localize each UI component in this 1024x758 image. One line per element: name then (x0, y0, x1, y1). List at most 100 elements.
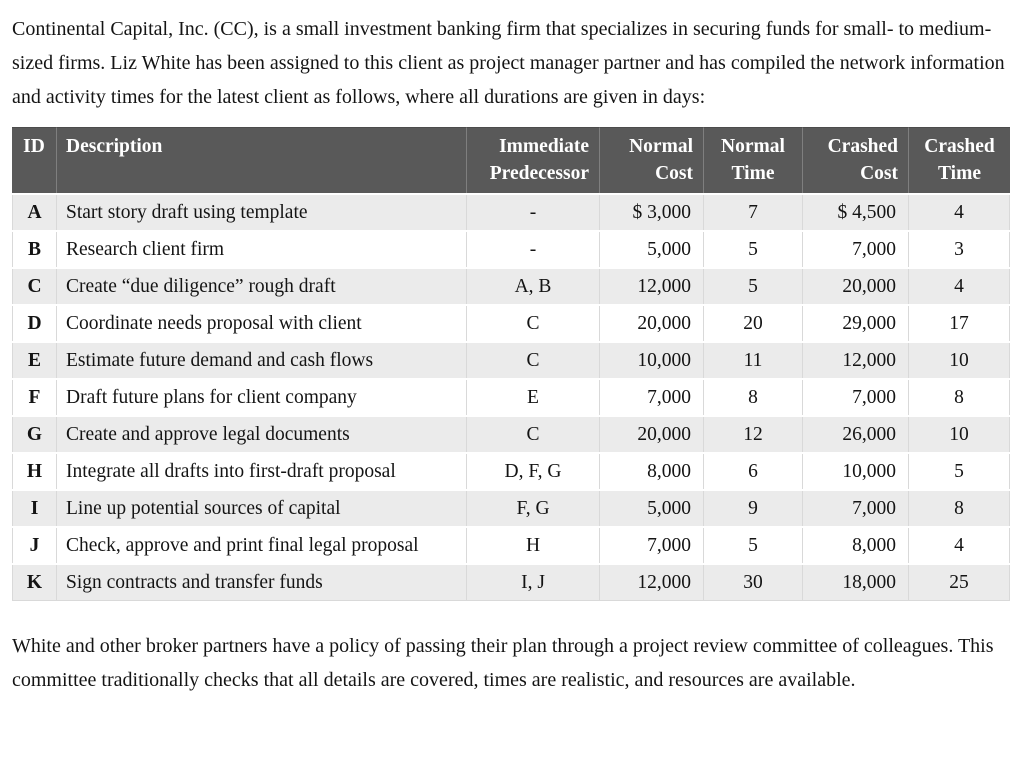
cell-crashed_cost: 7,000 (803, 380, 909, 415)
cell-normal_cost: 7,000 (600, 528, 704, 563)
cell-description: Sign contracts and transfer funds (57, 565, 467, 601)
cell-crashed_cost: 12,000 (803, 343, 909, 378)
cell-crashed_cost: 29,000 (803, 306, 909, 341)
cell-crashed_time: 8 (909, 380, 1010, 415)
cell-id: A (12, 195, 57, 230)
document-page: Continental Capital, Inc. (CC), is a sma… (12, 18, 1010, 691)
cell-normal_cost: 5,000 (600, 491, 704, 526)
cell-normal_cost: 7,000 (600, 380, 704, 415)
cell-crashed_time: 3 (909, 232, 1010, 267)
cell-id: H (12, 454, 57, 489)
cell-normal_cost: 5,000 (600, 232, 704, 267)
activity-table: ID Description Immediate Predecessor Nor… (12, 125, 1010, 603)
cell-normal_time: 5 (704, 232, 803, 267)
cell-crashed_time: 4 (909, 528, 1010, 563)
cell-normal_time: 8 (704, 380, 803, 415)
column-header-id: ID (12, 127, 57, 193)
cell-crashed_time: 17 (909, 306, 1010, 341)
cell-id: E (12, 343, 57, 378)
cell-normal_time: 5 (704, 528, 803, 563)
column-header-crashed-cost: Crashed Cost (803, 127, 909, 193)
closing-paragraph: White and other broker partners have a p… (12, 635, 994, 691)
cell-description: Draft future plans for client company (57, 380, 467, 415)
cell-normal_cost: 12,000 (600, 269, 704, 304)
header-row: ID Description Immediate Predecessor Nor… (12, 127, 1010, 193)
column-header-predecessor: Immediate Predecessor (467, 127, 600, 193)
cell-normal_cost: 8,000 (600, 454, 704, 489)
cell-crashed_cost: 18,000 (803, 565, 909, 601)
cell-id: F (12, 380, 57, 415)
table-row: B Research client firm -5,000 5 7,000 3 (12, 232, 1010, 267)
cell-predecessor: C (467, 417, 600, 452)
cell-description: Estimate future demand and cash flows (57, 343, 467, 378)
cell-predecessor: C (467, 343, 600, 378)
cell-predecessor: - (467, 232, 600, 267)
cell-description: Create and approve legal documents (57, 417, 467, 452)
cell-id: C (12, 269, 57, 304)
cell-predecessor: C (467, 306, 600, 341)
cell-predecessor: A, B (467, 269, 600, 304)
column-header-crashed-time: Crashed Time (909, 127, 1010, 193)
cell-crashed_cost: 7,000 (803, 491, 909, 526)
cell-crashed_cost: $ 4,500 (803, 195, 909, 230)
cell-normal_time: 30 (704, 565, 803, 601)
cell-normal_time: 9 (704, 491, 803, 526)
cell-predecessor: F, G (467, 491, 600, 526)
table-row: G Create and approve legal documents C 20,0… (12, 417, 1010, 452)
table-row: D Coordinate needs proposal with client C 2… (12, 306, 1010, 341)
cell-crashed_time: 10 (909, 343, 1010, 378)
cell-normal_time: 11 (704, 343, 803, 378)
cell-crashed_cost: 10,000 (803, 454, 909, 489)
cell-predecessor: D, F, G (467, 454, 600, 489)
table-row: E Estimate future demand and cash flows C 1… (12, 343, 1010, 378)
activity-table-body: A Start story draft using template - $ 3,00… (12, 195, 1010, 601)
cell-id: B (12, 232, 57, 267)
cell-normal_cost: $ 3,000 (600, 195, 704, 230)
cell-description: Create “due diligence” rough draft (57, 269, 467, 304)
cell-description: Line up potential sources of capital (57, 491, 467, 526)
table-row: F Draft future plans for client company E 7… (12, 380, 1010, 415)
cell-description: Coordinate needs proposal with client (57, 306, 467, 341)
cell-normal_cost: 20,000 (600, 306, 704, 341)
cell-crashed_time: 5 (909, 454, 1010, 489)
cell-id: J (12, 528, 57, 563)
cell-id: D (12, 306, 57, 341)
cell-description: Start story draft using template (57, 195, 467, 230)
cell-predecessor: - (467, 195, 600, 230)
cell-id: K (12, 565, 57, 601)
cell-predecessor: E (467, 380, 600, 415)
cell-id: G (12, 417, 57, 452)
cell-normal_time: 6 (704, 454, 803, 489)
intro-paragraph: Continental Capital, Inc. (CC), is a sma… (12, 18, 1005, 108)
cell-crashed_time: 8 (909, 491, 1010, 526)
cell-normal_time: 12 (704, 417, 803, 452)
cell-description: Check, approve and print final legal pro… (57, 528, 467, 563)
cell-normal_time: 5 (704, 269, 803, 304)
cell-predecessor: H (467, 528, 600, 563)
table-row: J Check, approve and print final legal pr… (12, 528, 1010, 563)
cell-description: Research client firm (57, 232, 467, 267)
cell-crashed_cost: 7,000 (803, 232, 909, 267)
table-row: I Line up potential sources of capital F, … (12, 491, 1010, 526)
cell-crashed_cost: 26,000 (803, 417, 909, 452)
table-row: K Sign contracts and transfer funds I, J 12… (12, 565, 1010, 601)
cell-id: I (12, 491, 57, 526)
column-header-normal-time: Normal Time (704, 127, 803, 193)
column-header-description: Description (57, 127, 467, 193)
cell-crashed_time: 10 (909, 417, 1010, 452)
cell-crashed_time: 25 (909, 565, 1010, 601)
cell-description: Integrate all drafts into first-draft pr… (57, 454, 467, 489)
table-row: A Start story draft using template - $ 3,00… (12, 195, 1010, 230)
cell-normal_cost: 12,000 (600, 565, 704, 601)
cell-predecessor: I, J (467, 565, 600, 601)
cell-normal_cost: 20,000 (600, 417, 704, 452)
cell-crashed_cost: 8,000 (803, 528, 909, 563)
cell-normal_time: 20 (704, 306, 803, 341)
table-row: H Integrate all drafts into first-draft p… (12, 454, 1010, 489)
cell-crashed_cost: 20,000 (803, 269, 909, 304)
column-header-normal-cost: Normal Cost (600, 127, 704, 193)
cell-crashed_time: 4 (909, 269, 1010, 304)
cell-crashed_time: 4 (909, 195, 1010, 230)
activity-table-header: ID Description Immediate Predecessor Nor… (12, 127, 1010, 193)
